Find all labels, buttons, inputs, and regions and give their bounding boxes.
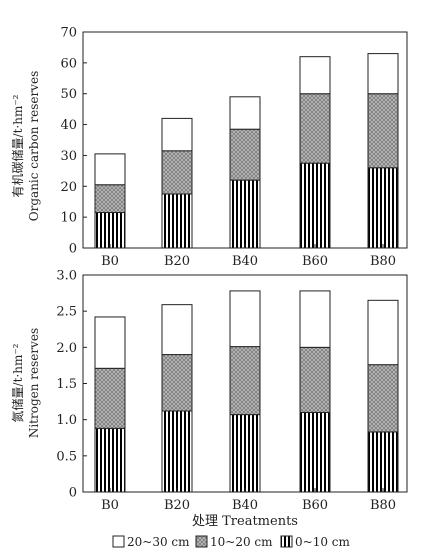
nitrogen-ytick-label: 0 — [69, 486, 77, 501]
nitrogen-plot-frame — [82, 274, 408, 493]
carbon-category-label-b80: B80 — [370, 254, 396, 269]
nitrogen-bar-b80-segment-0 — [367, 431, 399, 493]
carbon-bar-b80-segment-0 — [367, 167, 399, 249]
nitrogen-category-label-b20: B20 — [164, 498, 190, 513]
carbon-bar-b20-segment-2 — [161, 117, 193, 152]
carbon-bar-b80-segment-2 — [367, 53, 399, 95]
nitrogen-category-label-b0: B0 — [101, 498, 119, 513]
nitrogen-ytick-label: 2.5 — [56, 305, 77, 320]
carbon-ytick-label: 30 — [60, 149, 77, 164]
carbon-bar-b80-segment-1 — [367, 93, 399, 169]
carbon-ytick-label: 10 — [60, 211, 77, 226]
carbon-bar-b20-segment-1 — [161, 150, 193, 195]
carbon-category-label-b60: B60 — [302, 254, 328, 269]
carbon-bar-b0-segment-2 — [94, 153, 126, 186]
nitrogen-category-label-b80: B80 — [370, 498, 396, 513]
legend: 20~30 cm 10~20 cm 0~10 cm — [112, 535, 350, 549]
nitrogen-bar-b40-segment-0 — [229, 414, 261, 493]
carbon-category-label-b20: B20 — [164, 254, 190, 269]
legend-swatch-20-30 — [112, 535, 125, 548]
legend-item-20-30: 20~30 cm — [112, 535, 190, 549]
legend-label-0-10: 0~10 cm — [295, 535, 350, 549]
legend-swatch-0-10 — [280, 535, 293, 548]
carbon-bar-b40-segment-2 — [229, 96, 261, 130]
carbon-bar-b0-segment-1 — [94, 184, 126, 214]
nitrogen-bar-b60-segment-1 — [299, 346, 331, 413]
carbon-bar-b40-segment-1 — [229, 128, 261, 181]
carbon-ytick-label: 50 — [60, 87, 77, 102]
carbon-ytick-label: 60 — [60, 56, 77, 71]
nitrogen-bar-b20-segment-1 — [161, 354, 193, 412]
nitrogen-ytick-label: 0.5 — [56, 449, 77, 464]
legend-label-20-30: 20~30 cm — [127, 535, 190, 549]
carbon-bar-b40-segment-0 — [229, 179, 261, 249]
carbon-reserves-panel: 0 10 20 30 40 50 60 70 B0 B20 B40 B60 B80 — [60, 26, 408, 269]
carbon-category-label-b40: B40 — [232, 254, 258, 269]
nitrogen-bar-b20-segment-0 — [161, 410, 193, 493]
nitrogen-ytick-label: 1.5 — [56, 377, 77, 392]
nitrogen-bar-b80-segment-1 — [367, 364, 399, 433]
nitrogen-ytick-label: 3.0 — [56, 269, 77, 284]
nitrogen-ylabel-en: Nitrogen reserves — [27, 328, 41, 438]
nitrogen-bar-b20-segment-2 — [161, 304, 193, 356]
legend-swatch-10-20 — [195, 535, 208, 548]
legend-item-10-20: 10~20 cm — [195, 535, 273, 549]
carbon-ylabel-en: Organic carbon reserves — [27, 71, 41, 221]
carbon-bar-b0-segment-0 — [94, 212, 126, 249]
carbon-bar-b60-segment-2 — [299, 56, 331, 95]
carbon-ytick-label: 0 — [69, 242, 77, 257]
nitrogen-bar-b80-segment-2 — [367, 299, 399, 366]
legend-label-10-20: 10~20 cm — [210, 535, 273, 549]
legend-item-0-10: 0~10 cm — [280, 535, 350, 549]
carbon-plot-frame — [82, 31, 408, 249]
carbon-category-label-b0: B0 — [101, 254, 119, 269]
carbon-ylabel-cn: 有机碳储量/t·hm⁻² — [10, 94, 25, 197]
nitrogen-bar-b0-segment-1 — [94, 367, 126, 429]
nitrogen-bar-b60-segment-0 — [299, 411, 331, 493]
nitrogen-bar-b40-segment-1 — [229, 346, 261, 416]
carbon-ytick-label: 70 — [60, 26, 77, 41]
nitrogen-category-label-b40: B40 — [232, 498, 258, 513]
nitrogen-bar-b0-segment-0 — [94, 427, 126, 493]
nitrogen-ylabel-cn: 氮储量/t·hm⁻² — [10, 343, 25, 422]
carbon-bar-b20-segment-0 — [161, 193, 193, 249]
nitrogen-bar-b60-segment-2 — [299, 290, 331, 348]
carbon-ytick-label: 40 — [60, 118, 77, 133]
carbon-bar-b60-segment-1 — [299, 93, 331, 164]
nitrogen-bar-b40-segment-2 — [229, 290, 261, 348]
nitrogen-category-label-b60: B60 — [302, 498, 328, 513]
nitrogen-ytick-label: 2.0 — [56, 341, 77, 356]
carbon-ytick-label: 20 — [60, 180, 77, 195]
carbon-bar-b60-segment-0 — [299, 162, 331, 249]
nitrogen-reserves-panel: 0 0.5 1.0 1.5 2.0 2.5 3.0 B0 B20 B40 B60 B80 — [56, 269, 408, 513]
nitrogen-bar-b0-segment-2 — [94, 316, 126, 369]
nitrogen-ytick-label: 1.0 — [56, 413, 77, 428]
x-axis-label: 处理 Treatments — [192, 514, 298, 529]
